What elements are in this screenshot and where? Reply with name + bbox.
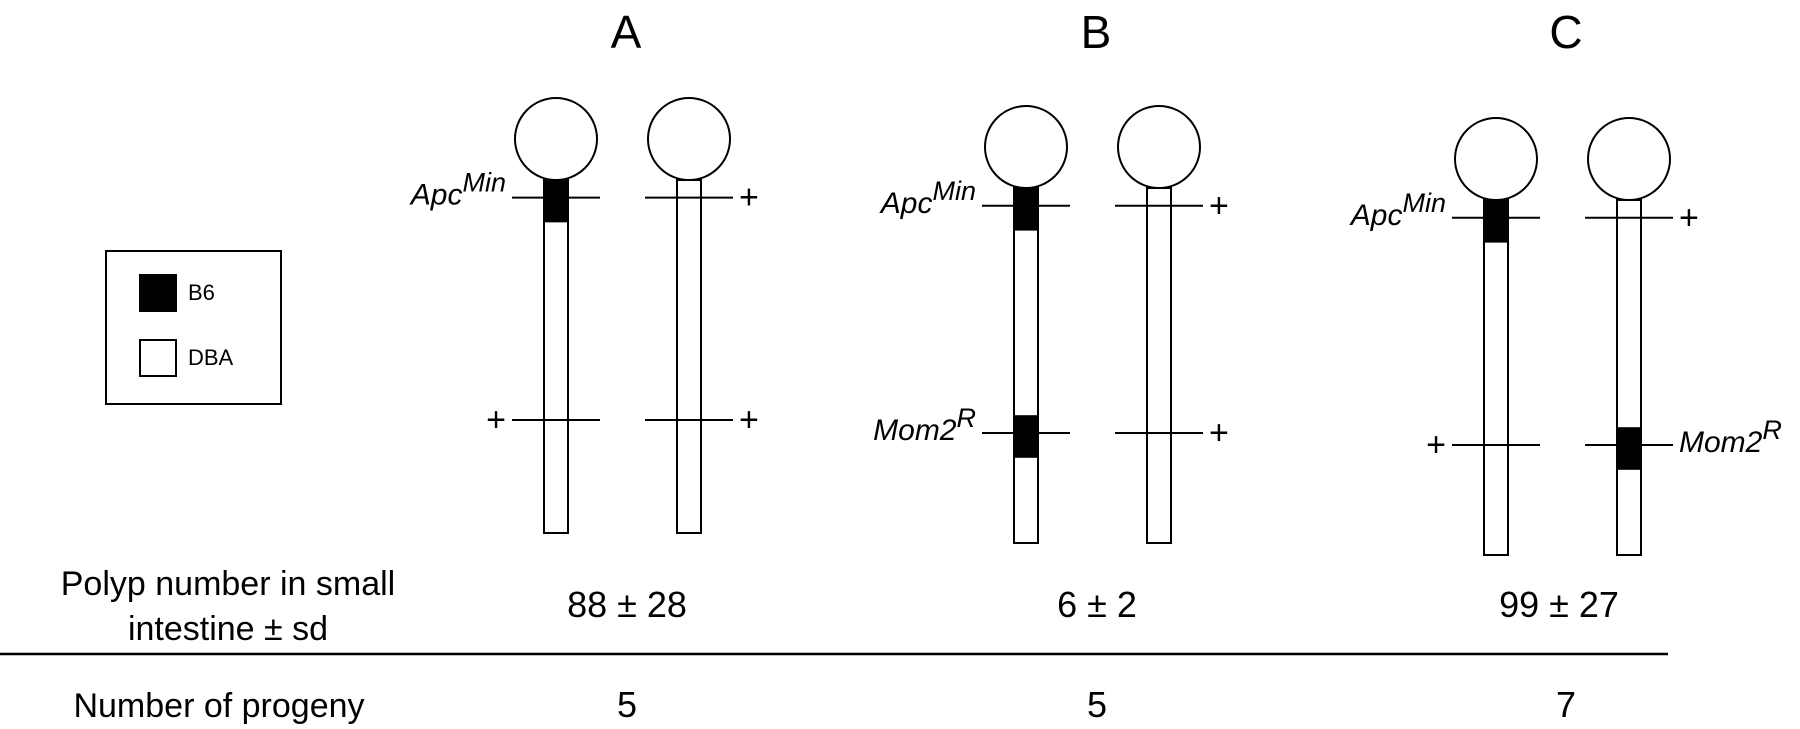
panel-a-chromosome-1-locus-label-1: ApcMin [409, 168, 506, 212]
polyp-value-b: 6 ± 2 [1057, 584, 1137, 625]
panel-c-chromosome-2-locus-label-1: + [1679, 199, 1699, 237]
panel-b-chromosome-1-b6-block-2 [1014, 415, 1038, 458]
panel-c-chromosome-2-b6-block-1 [1617, 427, 1641, 470]
panel-b-chromosome-2: ++ [1115, 105, 1229, 544]
panel-c-chromosome-1-centromere [1454, 117, 1538, 201]
panel-title-a: A [611, 6, 642, 58]
panel-c-chromosome-2-arm [1616, 199, 1642, 556]
legend-box [105, 250, 282, 405]
polyp-value-c: 99 ± 27 [1499, 584, 1619, 625]
panel-c-chromosome-1: ApcMin + [1349, 117, 1540, 556]
panel-c-chromosome-1-locus-label-1: ApcMin [1349, 188, 1446, 232]
panel-c-chromosome-1-b6-block-1 [1484, 200, 1508, 243]
panel-b-chromosome-1-locus-label-2: Mom2R [873, 403, 976, 447]
legend-swatch-dba [139, 339, 177, 377]
panel-a-chromosome-1-arm [543, 179, 569, 534]
panel-a-chromosome-2: ++ [645, 97, 759, 534]
panel-b-chromosome-2-locus-label-1: + [1209, 187, 1229, 225]
panel-b-chromosome-2-arm [1146, 187, 1172, 544]
panel-b-chromosome-1: ApcMin Mom2R [873, 105, 1070, 544]
panel-title-c: C [1549, 6, 1582, 58]
progeny-value-a: 5 [617, 684, 637, 725]
panel-a-chromosome-2-locus-label-1: + [739, 179, 759, 217]
panel-a-chromosome-1-locus-label-2: + [486, 401, 506, 439]
panel-a-chromosome-2-centromere [647, 97, 731, 181]
panel-c-chromosome-2-locus-label-2: Mom2R [1679, 415, 1782, 459]
legend-label-b6: B6 [188, 280, 215, 305]
progeny-value-c: 7 [1556, 684, 1576, 725]
legend-swatch-b6 [139, 274, 177, 312]
polyp-row-label-line1: Polyp number in small [61, 565, 395, 603]
progeny-row-label: Number of progeny [73, 687, 364, 725]
panel-c-chromosome-2-centromere [1587, 117, 1671, 201]
panel-c-chromosome-2: + Mom2R [1585, 117, 1782, 556]
panel-b-chromosome-1-b6-block-1 [1014, 188, 1038, 231]
polyp-value-a: 88 ± 28 [567, 584, 687, 625]
panel-b-chromosome-2-locus-label-2: + [1209, 414, 1229, 452]
panel-b-chromosome-2-centromere [1117, 105, 1201, 189]
legend-label-dba: DBA [188, 345, 234, 370]
legend: B6 DBA [105, 250, 282, 405]
panel-b-chromosome-1-arm [1013, 187, 1039, 544]
panel-b-chromosome-1-centromere [984, 105, 1068, 189]
panel-c-chromosome-1-locus-label-2: + [1426, 426, 1446, 464]
panel-title-b: B [1081, 6, 1112, 58]
panel-a-chromosome-2-locus-label-2: + [739, 401, 759, 439]
progeny-value-b: 5 [1087, 684, 1107, 725]
panel-a-chromosome-1: ApcMin + [409, 97, 600, 534]
panel-a-chromosome-1-centromere [514, 97, 598, 181]
panel-a-chromosome-2-arm [676, 179, 702, 534]
panel-b-chromosome-1-locus-label-1: ApcMin [879, 176, 976, 220]
polyp-row-label-line2: intestine ± sd [128, 610, 328, 648]
panel-c-chromosome-1-arm [1483, 199, 1509, 556]
panel-a-chromosome-1-b6-block-1 [544, 180, 568, 223]
